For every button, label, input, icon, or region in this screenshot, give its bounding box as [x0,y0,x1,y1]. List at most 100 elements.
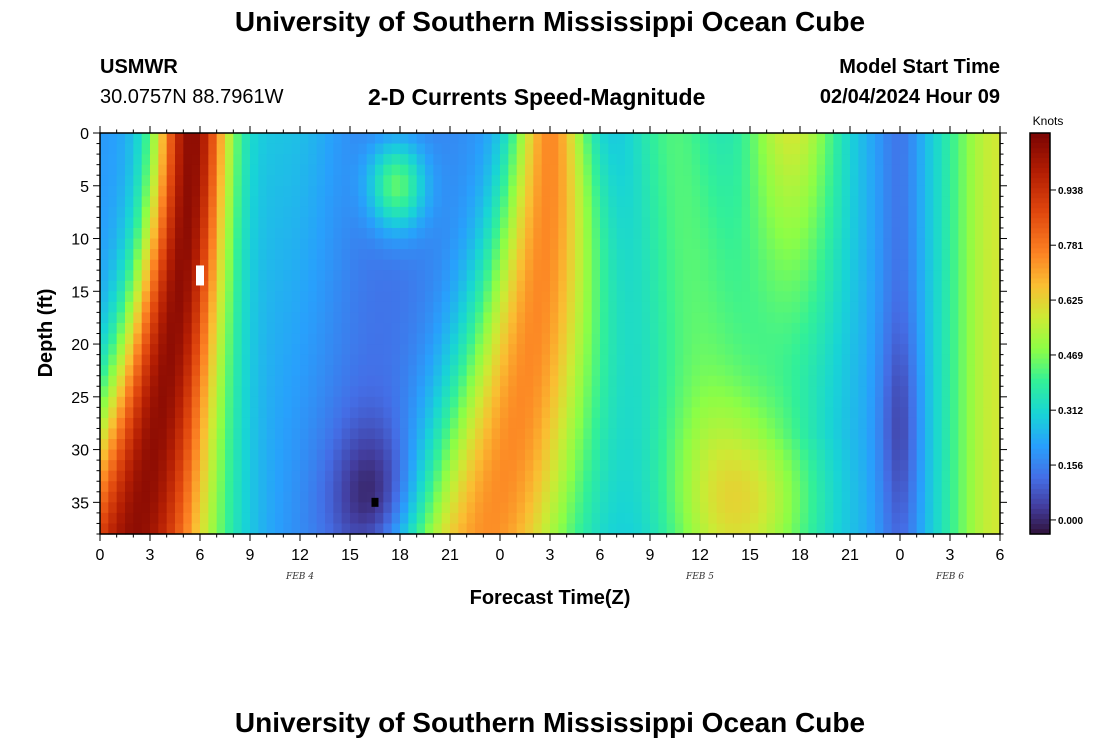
heatmap-cell [233,502,243,514]
heatmap-cell [866,175,876,187]
heatmap-cell [925,291,934,303]
heatmap-cell [266,217,276,229]
heatmap-cell [758,217,768,229]
heatmap-cell [233,196,243,208]
heatmap-cell [766,407,776,419]
heatmap-cell [408,259,418,271]
heatmap-cell [883,154,893,166]
heatmap-cell [200,227,209,240]
heatmap-cell [608,227,618,240]
heatmap-cell [975,417,984,430]
heatmap-cell [783,481,793,493]
heatmap-cell [300,512,309,525]
heatmap-cell [616,227,626,240]
heatmap-cell [750,291,759,303]
heatmap-cell [541,280,551,292]
heatmap-cell [533,417,543,430]
heatmap-cell [958,164,968,176]
heatmap-cell [641,185,651,197]
heatmap-cell [783,322,793,335]
heatmap-cell [341,470,351,482]
heatmap-cell [466,322,476,335]
heatmap-cell [916,375,926,387]
heatmap-cell [600,175,609,187]
heatmap-cell [316,259,326,271]
heatmap-cell [100,196,109,208]
heatmap-cell [708,344,718,356]
heatmap-cell [700,291,709,303]
heatmap-cell [100,301,109,313]
heatmap-cell [900,217,909,229]
heatmap-cell [850,301,859,313]
heatmap-cell [675,439,684,451]
heatmap-cell [408,196,418,208]
heatmap-cell [566,217,576,229]
heatmap-cell [833,449,843,461]
heatmap-cell [175,396,184,408]
heatmap-cell [616,365,626,377]
heatmap-cell [841,333,851,345]
heatmap-cell [625,375,634,387]
heatmap-cell [275,133,284,145]
heatmap-cell [433,354,443,366]
heatmap-cell [325,375,334,387]
heatmap-cell [983,365,993,377]
heatmap-cell [358,270,368,282]
heatmap-cell [508,133,518,145]
heatmap-cell [366,196,376,208]
heatmap-cell [408,333,418,345]
heatmap-cell [516,217,526,229]
heatmap-cell [241,470,251,482]
heatmap-cell [508,512,518,525]
heatmap-cell [891,280,901,292]
heatmap-cell [433,175,443,187]
heatmap-cell [858,481,868,493]
heatmap-cell [233,344,243,356]
heatmap-cell [641,491,651,503]
heatmap-cell [508,259,518,271]
heatmap-cell [441,523,451,535]
heatmap-cell [108,259,118,271]
heatmap-cell [158,439,168,451]
heatmap-cell [225,344,234,356]
heatmap-cell [341,143,351,155]
heatmap-cell [825,354,834,366]
heatmap-cell [116,143,126,155]
heatmap-cell [800,185,809,197]
heatmap-cell [208,470,218,482]
heatmap-cell [266,164,276,176]
heatmap-cell [841,227,851,240]
heatmap-cell [583,523,593,535]
heatmap-cell [225,470,234,482]
heatmap-cell [733,133,743,145]
heatmap-cell [500,470,509,482]
heatmap-cell [716,354,726,366]
heatmap-cell [116,449,126,461]
heatmap-cell [300,164,309,176]
heatmap-cell [800,428,809,440]
heatmap-cell [183,322,193,335]
heatmap-cell [291,154,301,166]
heatmap-cell [508,196,518,208]
heatmap-cell [716,312,726,324]
heatmap-cell [250,133,259,145]
heatmap-cell [625,460,634,472]
heatmap-cell [816,164,826,176]
heatmap-cell [966,460,976,472]
heatmap-cell [350,259,359,271]
heatmap-cell [816,280,826,292]
heatmap-cell [725,407,734,419]
heatmap-cell [633,523,643,535]
heatmap-cell [883,259,893,271]
heatmap-cell [650,417,659,430]
heatmap-cell [825,164,834,176]
heatmap-cell [741,460,751,472]
heatmap-cell [533,185,543,197]
heatmap-cell [541,259,551,271]
heatmap-cell [400,301,409,313]
heatmap-cell [358,354,368,366]
heatmap-cell [658,164,668,176]
heatmap-cell [800,217,809,229]
heatmap-cell [833,259,843,271]
heatmap-cell [833,238,843,250]
